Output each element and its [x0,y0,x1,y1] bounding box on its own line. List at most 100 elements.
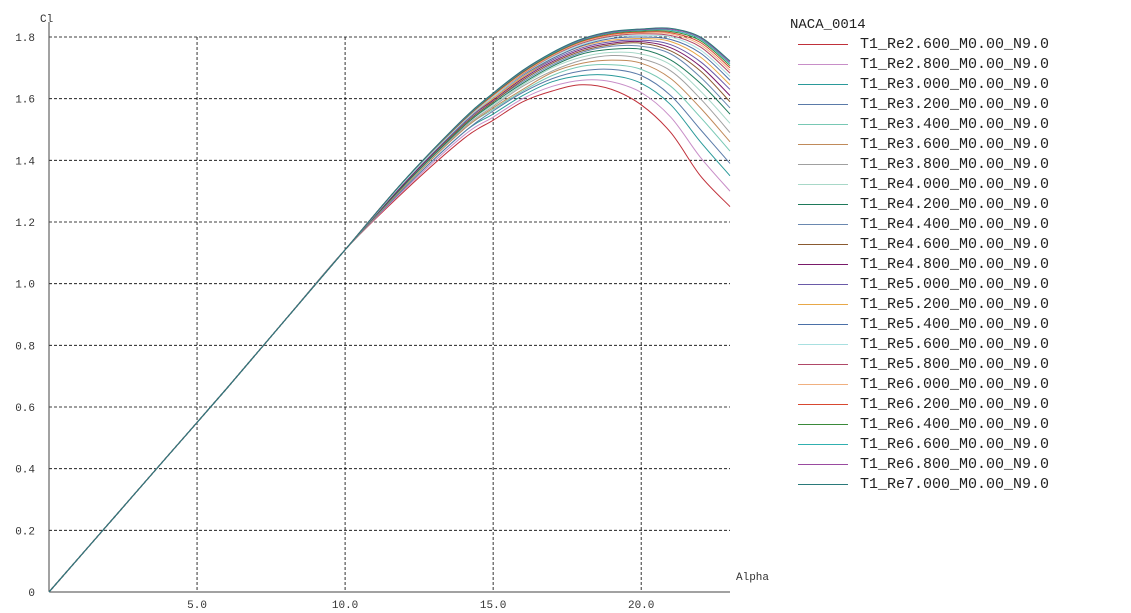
legend-label: T1_Re3.000_M0.00_N9.0 [860,75,1050,93]
x-axis-label: Alpha [736,572,769,584]
legend-swatch [798,123,848,125]
series-lines [48,27,731,593]
legend-label: T1_Re4.600_M0.00_N9.0 [860,235,1050,253]
legend-label: T1_Re2.800_M0.00_N9.0 [860,55,1050,73]
x-tick-label: 5.0 [187,600,207,612]
legend-swatch [798,343,848,345]
legend-label: T1_Re3.200_M0.00_N9.0 [860,95,1050,113]
legend-item: T1_Re3.000_M0.00_N9.0 [790,74,1130,94]
legend-label: T1_Re6.600_M0.00_N9.0 [860,435,1050,453]
legend-swatch [798,423,848,425]
series-line-4 [48,68,731,593]
tick-labels: 0 0.2 0.4 0.6 0.8 1.0 1.2 1.4 1.6 1.8 5.0 10.0 15.0 2… [15,33,654,612]
legend-item: T1_Re6.600_M0.00_N9.0 [790,434,1130,454]
legend-swatch [798,383,848,385]
legend-swatch [798,203,848,205]
series-line-3 [48,74,731,593]
series-line-2 [48,79,731,593]
series-line-10 [48,44,731,593]
legend-item: T1_Re5.000_M0.00_N9.0 [790,274,1130,294]
legend-label: T1_Re4.000_M0.00_N9.0 [860,175,1050,193]
series-line-13 [48,39,731,593]
series-line-14 [48,37,731,593]
grid-lines [49,36,730,592]
axes [48,22,730,593]
legend-item: T1_Re5.400_M0.00_N9.0 [790,314,1130,334]
legend-item: T1_Re3.800_M0.00_N9.0 [790,154,1130,174]
legend-item: T1_Re4.000_M0.00_N9.0 [790,174,1130,194]
legend-label: T1_Re5.400_M0.00_N9.0 [860,315,1050,333]
legend-item: T1_Re6.200_M0.00_N9.0 [790,394,1130,414]
series-line-8 [48,51,731,593]
series-line-15 [48,36,731,593]
legend-item: T1_Re7.000_M0.00_N9.0 [790,474,1130,494]
legend-label: T1_Re3.400_M0.00_N9.0 [860,115,1050,133]
legend-item: T1_Re3.600_M0.00_N9.0 [790,134,1130,154]
legend-swatch [798,43,848,45]
series-line-5 [48,64,731,593]
legend-item: T1_Re5.600_M0.00_N9.0 [790,334,1130,354]
legend-item: T1_Re5.200_M0.00_N9.0 [790,294,1130,314]
legend-label: T1_Re5.600_M0.00_N9.0 [860,335,1050,353]
x-tick-label: 15.0 [480,600,506,612]
legend-items: T1_Re2.600_M0.00_N9.0 T1_Re2.800_M0.00_N9… [790,34,1130,494]
series-line-11 [48,42,731,593]
legend-item: T1_Re2.600_M0.00_N9.0 [790,34,1130,54]
legend-swatch [798,303,848,305]
y-tick-label: 0 [28,588,35,600]
legend-swatch [798,103,848,105]
legend-item: T1_Re4.600_M0.00_N9.0 [790,234,1130,254]
series-line-12 [48,40,731,593]
legend-item: T1_Re5.800_M0.00_N9.0 [790,354,1130,374]
legend-label: T1_Re3.600_M0.00_N9.0 [860,135,1050,153]
legend-item: T1_Re4.200_M0.00_N9.0 [790,194,1130,214]
series-line-18 [48,32,731,593]
legend-swatch [798,463,848,465]
series-line-7 [48,54,731,593]
legend-label: T1_Re6.200_M0.00_N9.0 [860,395,1050,413]
y-tick-label: 1.6 [15,95,35,107]
legend-item: T1_Re6.800_M0.00_N9.0 [790,454,1130,474]
legend-swatch [798,63,848,65]
legend-swatch [798,183,848,185]
y-tick-label: 0.4 [15,465,35,477]
series-line-9 [48,47,731,593]
legend: NACA_0014 T1_Re2.600_M0.00_N9.0 T1_Re2.80… [790,17,1130,494]
legend-label: T1_Re2.600_M0.00_N9.0 [860,35,1050,53]
legend-swatch [798,263,848,265]
legend-item: T1_Re6.000_M0.00_N9.0 [790,374,1130,394]
legend-swatch [798,83,848,85]
legend-label: T1_Re3.800_M0.00_N9.0 [860,155,1050,173]
legend-label: T1_Re5.200_M0.00_N9.0 [860,295,1050,313]
legend-title: NACA_0014 [790,17,866,33]
legend-label: T1_Re4.200_M0.00_N9.0 [860,195,1050,213]
y-tick-label: 0.6 [15,403,35,415]
legend-label: T1_Re7.000_M0.00_N9.0 [860,475,1050,493]
series-line-1 [48,84,731,593]
y-tick-label: 1.2 [15,218,35,230]
legend-swatch [798,363,848,365]
legend-swatch [798,243,848,245]
legend-swatch [798,323,848,325]
legend-item: T1_Re6.400_M0.00_N9.0 [790,414,1130,434]
legend-item: T1_Re3.400_M0.00_N9.0 [790,114,1130,134]
y-tick-label: 1.4 [15,156,35,168]
y-axis-label: Cl [40,14,53,26]
legend-item: T1_Re4.400_M0.00_N9.0 [790,214,1130,234]
series-line-21 [48,28,731,593]
series-line-6 [48,59,731,593]
legend-label: T1_Re4.800_M0.00_N9.0 [860,255,1050,273]
legend-swatch [798,143,848,145]
series-line-16 [48,34,731,593]
series-line-17 [48,33,731,593]
legend-swatch [798,483,848,485]
legend-label: T1_Re4.400_M0.00_N9.0 [860,215,1050,233]
legend-label: T1_Re5.800_M0.00_N9.0 [860,355,1050,373]
series-line-22 [48,28,731,593]
legend-swatch [798,403,848,405]
legend-label: T1_Re6.400_M0.00_N9.0 [860,415,1050,433]
legend-label: T1_Re6.000_M0.00_N9.0 [860,375,1050,393]
series-line-23 [48,27,731,593]
legend-item: T1_Re2.800_M0.00_N9.0 [790,54,1130,74]
